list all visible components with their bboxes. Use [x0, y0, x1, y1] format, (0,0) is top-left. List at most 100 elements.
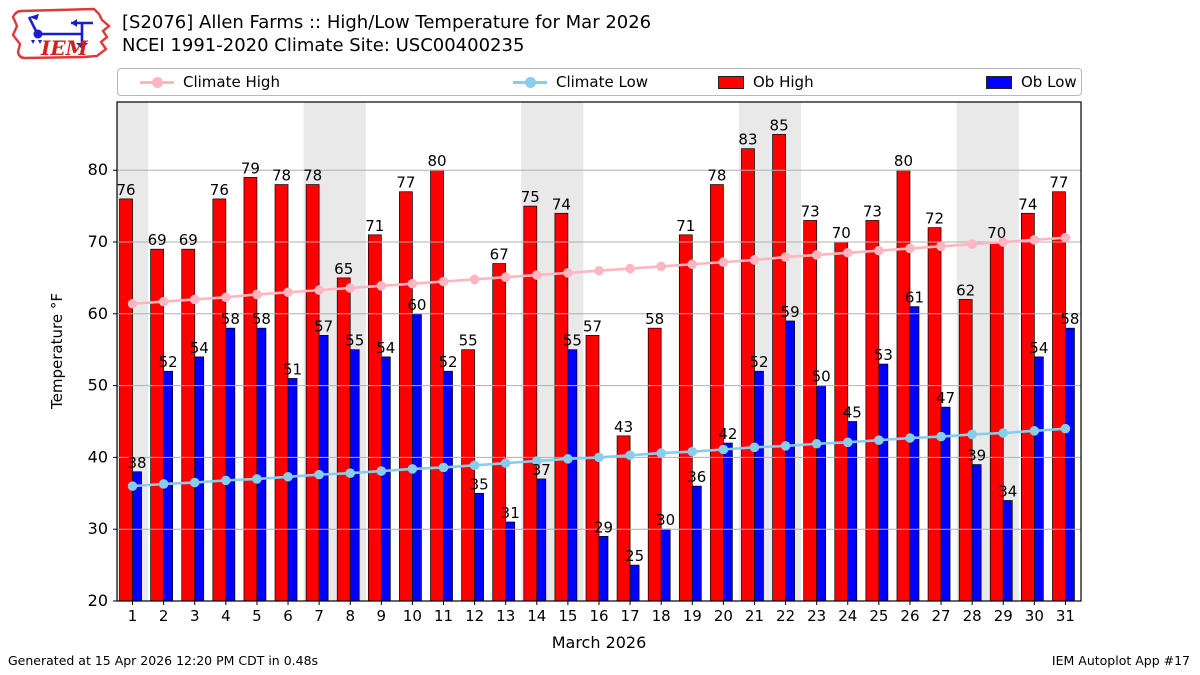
x-axis-title: March 2026: [551, 633, 647, 652]
ob-high-bar-day-10: [399, 191, 413, 602]
ob-high-bar-day-29: [989, 241, 1004, 602]
climate-low-marker-day-17: [625, 450, 635, 461]
y-tick-label-80: 80: [88, 160, 108, 179]
climate-high-marker-day-17: [625, 263, 635, 274]
climate-high-marker-day-7: [314, 285, 324, 295]
x-tick-label-6: 6: [283, 607, 293, 625]
ob-high-value-day-5: 79: [241, 159, 260, 177]
climate-high-marker-day-19: [687, 259, 698, 270]
ob-low-bar-day-4: [225, 327, 236, 602]
climate-high-marker-day-26: [905, 243, 915, 254]
ob-low-bar-day-5: [256, 327, 267, 602]
x-tick-label-4: 4: [221, 607, 231, 625]
x-tick-label-2: 2: [159, 607, 169, 625]
ob-high-value-day-13: 67: [490, 246, 509, 264]
x-tick-label-12: 12: [465, 607, 484, 625]
legend-label: Ob Low: [1021, 73, 1077, 91]
climate-low-marker-day-24: [842, 437, 853, 448]
climate-high-marker-day-21: [749, 255, 760, 265]
y-axis-title: Temperature °F: [48, 293, 66, 409]
x-tick-label-21: 21: [745, 607, 764, 625]
ob-low-bar-day-11: [443, 370, 453, 602]
climate-high-marker-day-15: [563, 268, 573, 278]
ob-high-bar-day-21: [741, 148, 755, 602]
iowa-outline-icon: IEM: [11, 7, 111, 60]
ob-low-value-day-21: 52: [749, 353, 768, 371]
climate-high-marker-day-8: [345, 283, 356, 293]
ob-low-bar-day-25: [878, 363, 889, 602]
ob-high-bar-day-7: [305, 184, 320, 602]
ob-low-value-day-20: 42: [718, 425, 737, 443]
ob-low-value-day-4: 58: [221, 310, 240, 328]
ob-low-bar-day-22: [785, 320, 795, 602]
ob-low-value-day-3: 54: [190, 339, 209, 357]
ob-low-bar-day-16: [598, 536, 609, 602]
ob-high-value-day-11: 80: [427, 152, 446, 170]
ob-high-bar-day-14: [523, 205, 538, 602]
ob-low-value-day-18: 30: [656, 511, 675, 529]
iem-logo: IEM: [8, 4, 114, 62]
climate-high-marker-day-5: [252, 289, 262, 300]
climate-high-marker-day-20: [718, 257, 729, 267]
generated-timestamp: Generated at 15 Apr 2026 12:20 PM CDT in…: [8, 653, 319, 668]
ob-low-value-day-6: 51: [283, 360, 302, 378]
ob-high-value-day-17: 43: [614, 418, 633, 436]
ob-high-value-day-9: 71: [365, 217, 384, 235]
x-tick-label-23: 23: [807, 607, 826, 625]
ob-high-bar-day-31: [1052, 191, 1066, 602]
x-tick-label-14: 14: [527, 607, 546, 625]
ob-high-swatch-icon: [718, 75, 744, 89]
page-subtitle: NCEI 1991-2020 Climate Site: USC00400235: [122, 35, 525, 56]
ob-low-bar-day-20: [723, 442, 733, 602]
x-tick-label-19: 19: [683, 607, 702, 625]
x-tick-label-29: 29: [994, 607, 1013, 625]
ob-high-bar-day-22: [772, 133, 786, 602]
ob-high-value-day-21: 83: [738, 131, 757, 149]
climate-high-marker-day-24: [842, 247, 853, 258]
ob-high-value-day-4: 76: [210, 181, 229, 199]
ob-low-bar-day-30: [1034, 356, 1044, 602]
climate-high-marker-day-10: [407, 278, 418, 289]
ob-low-value-day-14: 37: [532, 461, 551, 479]
ob-high-value-day-28: 62: [956, 281, 975, 299]
climate-high-marker-day-30: [1029, 235, 1040, 245]
ob-high-value-day-29: 70: [987, 224, 1006, 242]
x-tick-label-3: 3: [190, 607, 200, 625]
ob-low-value-day-12: 35: [470, 475, 489, 493]
ob-low-value-day-10: 60: [407, 296, 426, 314]
climate-high-marker-day-3: [189, 294, 200, 305]
ob-high-bar-day-16: [585, 334, 600, 602]
climate-high-marker-day-4: [221, 292, 231, 303]
climate-high-marker-day-29: [998, 237, 1009, 247]
x-tick-label-28: 28: [963, 607, 982, 625]
climate-high-marker-day-2: [158, 296, 169, 307]
legend-entry-ob-high: Ob High: [718, 69, 814, 95]
x-tick-label-27: 27: [932, 607, 951, 625]
page-title: [S2076] Allen Farms :: High/Low Temperat…: [122, 12, 652, 33]
ob-low-value-day-17: 25: [625, 547, 644, 565]
climate-low-marker-day-1: [127, 481, 138, 491]
climate-low-marker-day-29: [998, 428, 1009, 438]
ob-high-value-day-26: 80: [894, 152, 913, 170]
ob-low-value-day-27: 47: [936, 389, 955, 407]
ob-high-value-day-8: 65: [334, 260, 353, 278]
ob-high-bar-day-23: [803, 220, 818, 602]
ob-high-bar-day-8: [336, 277, 351, 602]
legend-entry-climate-high: Climate High: [140, 69, 280, 95]
ob-high-value-day-15: 74: [552, 195, 571, 213]
ob-high-value-day-7: 78: [303, 167, 322, 185]
climate-high-marker-day-11: [438, 276, 449, 287]
x-tick-label-22: 22: [776, 607, 795, 625]
ob-low-value-day-7: 57: [314, 317, 333, 335]
y-tick-label-50: 50: [88, 376, 108, 395]
ob-low-value-day-30: 54: [1029, 339, 1048, 357]
x-tick-label-18: 18: [652, 607, 671, 625]
climate-high-marker-day-25: [874, 245, 884, 256]
x-tick-label-7: 7: [314, 607, 324, 625]
climate-low-marker-day-3: [189, 477, 200, 488]
x-tick-label-20: 20: [714, 607, 733, 625]
ob-low-value-day-15: 55: [563, 332, 582, 350]
ob-high-value-day-19: 71: [676, 217, 695, 235]
ob-high-value-day-3: 69: [179, 231, 198, 249]
climate-low-marker-day-19: [687, 446, 698, 457]
